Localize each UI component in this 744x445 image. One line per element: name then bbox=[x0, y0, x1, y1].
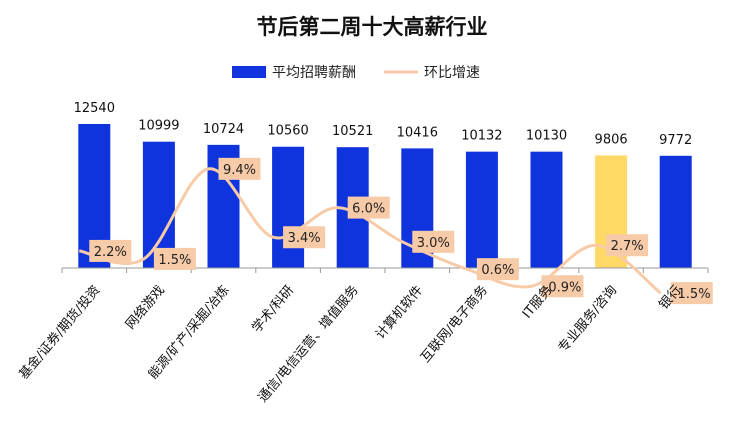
growth-label: -1.5% bbox=[670, 282, 713, 305]
growth-label-box bbox=[670, 282, 713, 305]
category-label: 计算机软件 bbox=[373, 283, 426, 342]
category-label: 网络游戏 bbox=[122, 282, 168, 332]
growth-label-box bbox=[412, 230, 455, 253]
growth-label: 2.7% bbox=[606, 234, 649, 257]
bar-value-label: 10132 bbox=[461, 129, 502, 144]
growth-label-box bbox=[347, 196, 390, 219]
growth-label-box bbox=[153, 247, 196, 270]
bar-value-label: 10724 bbox=[203, 122, 244, 137]
growth-label-text: 6.0% bbox=[352, 202, 385, 217]
bar-value-label: 10999 bbox=[138, 119, 179, 134]
bar bbox=[465, 151, 498, 268]
bar-value-label: 9806 bbox=[595, 132, 628, 147]
bar bbox=[142, 141, 175, 268]
growth-label: 9.4% bbox=[218, 157, 261, 180]
growth-label-text: -1.5% bbox=[673, 287, 711, 302]
bar bbox=[272, 146, 305, 268]
legend-bar-swatch bbox=[232, 66, 266, 78]
growth-label-box bbox=[541, 275, 584, 298]
growth-label-text: 3.0% bbox=[417, 236, 450, 251]
bar-value-label: 12540 bbox=[74, 101, 115, 116]
bar-value-label: 9772 bbox=[659, 133, 692, 148]
pct-labels-group: 2.2% 1.5% 9.4% 3.4% 6.0% 3.0% 0.6% -0.9% 2.7% -1.… bbox=[89, 157, 713, 305]
growth-label-text: 1.5% bbox=[158, 253, 191, 268]
bar-value-label: 10130 bbox=[526, 129, 567, 144]
growth-label: 0.6% bbox=[476, 258, 519, 281]
growth-label: 3.4% bbox=[283, 226, 326, 249]
value-labels-group: 12540 10999 10724 10560 10521 10416 10132 10130… bbox=[74, 101, 693, 148]
legend-bar-label: 平均招聘薪酬 bbox=[272, 65, 356, 81]
legend-line-label: 环比增速 bbox=[424, 65, 480, 81]
growth-label-text: 2.7% bbox=[611, 239, 644, 254]
growth-label: 2.2% bbox=[89, 239, 132, 262]
growth-label-text: 0.6% bbox=[481, 263, 514, 278]
growth-label-text: 2.2% bbox=[94, 245, 127, 260]
growth-label-box bbox=[283, 226, 326, 249]
bar-value-label: 10560 bbox=[267, 124, 308, 139]
growth-label-box bbox=[476, 258, 519, 281]
growth-label-box bbox=[218, 157, 261, 180]
growth-label-text: 9.4% bbox=[223, 163, 256, 178]
bar bbox=[659, 155, 692, 268]
bar-value-label: 10521 bbox=[332, 124, 373, 139]
growth-label: -0.9% bbox=[541, 275, 584, 298]
growth-label-text: -0.9% bbox=[544, 280, 582, 295]
growth-label-box bbox=[89, 239, 132, 262]
growth-label-box bbox=[606, 234, 649, 257]
category-label: 基金/证券/期货/投资 bbox=[16, 282, 104, 382]
growth-label: 1.5% bbox=[153, 247, 196, 270]
category-label: 互联网/电子商务 bbox=[417, 282, 491, 365]
growth-label-text: 3.4% bbox=[288, 231, 321, 246]
legend: 平均招聘薪酬 环比增速 bbox=[232, 65, 480, 81]
growth-label: 3.0% bbox=[412, 230, 455, 253]
bar bbox=[530, 151, 563, 268]
chart-title: 节后第二周十大高薪行业 bbox=[257, 15, 488, 39]
growth-label: 6.0% bbox=[347, 196, 390, 219]
bar-value-label: 10416 bbox=[397, 125, 438, 140]
category-label: 学术/科研 bbox=[249, 282, 298, 335]
